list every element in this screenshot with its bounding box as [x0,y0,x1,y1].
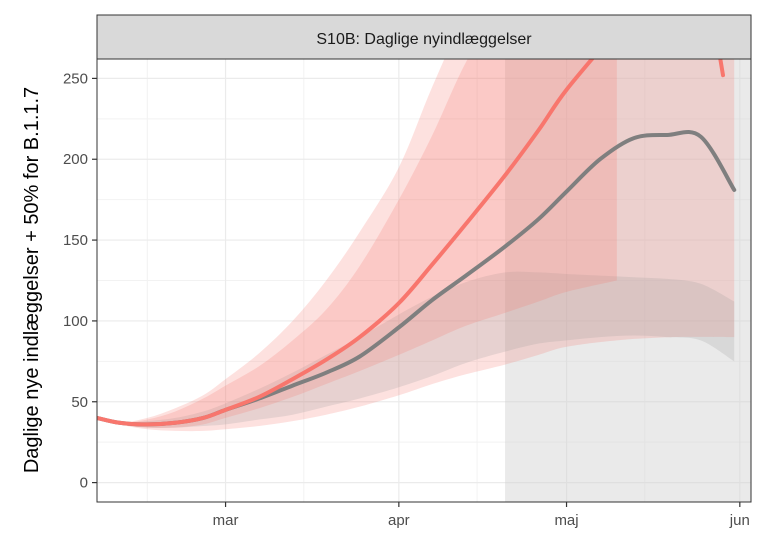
y-tick-label: 0 [80,475,88,492]
panel-strip-title: S10B: Daglige nyindlæggelser [316,31,532,48]
x-tick-label: maj [554,512,578,529]
gridlines [97,59,751,502]
x-tick-label: apr [388,512,410,529]
y-axis-label: Daglige nye indlæggelser + 50% for B.1.1… [21,87,43,473]
y-tick-label: 200 [63,151,88,168]
uncertainty-band-outer [97,59,735,432]
chart-marks [97,59,751,502]
uncertainty-band-red [97,59,617,429]
series-line-red [97,59,595,427]
y-tick-label: 150 [63,232,88,249]
y-axis: 0 50 100 150 200 250 [63,70,97,492]
panel-strip [96,14,752,60]
x-axis: mar apr maj jun [213,502,750,529]
uncertainty-band-gray [97,271,735,428]
x-tick-label: jun [729,512,750,529]
series-line-red-tail [718,59,725,78]
projection-period-shade [505,59,751,502]
y-tick-label: 50 [71,394,88,411]
y-tick-label: 250 [63,70,88,87]
y-tick-label: 100 [63,313,88,330]
x-tick-label: mar [213,512,239,529]
